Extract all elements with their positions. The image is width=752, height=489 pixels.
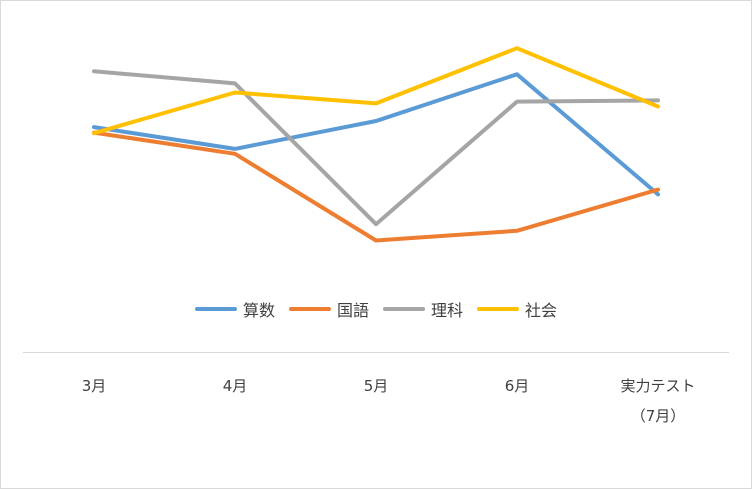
x-tick-label: 実力テスト （7月） bbox=[620, 377, 696, 425]
chart-legend: 算数 国語 理科 社会 bbox=[1, 297, 751, 321]
legend-swatch bbox=[477, 307, 520, 311]
legend-swatch bbox=[194, 307, 237, 311]
legend-item-1: 国語 bbox=[288, 297, 369, 321]
legend-swatch bbox=[383, 307, 425, 311]
legend-swatch bbox=[288, 307, 331, 311]
x-tick-label: 6月 bbox=[504, 377, 530, 395]
x-tick-label: 5月 bbox=[363, 377, 389, 395]
legend-label: 理科 bbox=[431, 301, 464, 320]
x-tick-label: 4月 bbox=[222, 377, 248, 395]
legend-label: 社会 bbox=[525, 301, 558, 320]
legend-label: 国語 bbox=[336, 301, 369, 320]
legend-item-2: 理科 bbox=[383, 297, 463, 321]
legend-item-0: 算数 bbox=[194, 297, 275, 321]
series-line-0 bbox=[92, 72, 660, 197]
x-tick-label: 3月 bbox=[81, 377, 107, 395]
legend-label: 算数 bbox=[242, 301, 275, 320]
series-line-2 bbox=[92, 69, 660, 227]
legend-item-3: 社会 bbox=[477, 297, 557, 321]
x-axis-line bbox=[23, 352, 729, 353]
